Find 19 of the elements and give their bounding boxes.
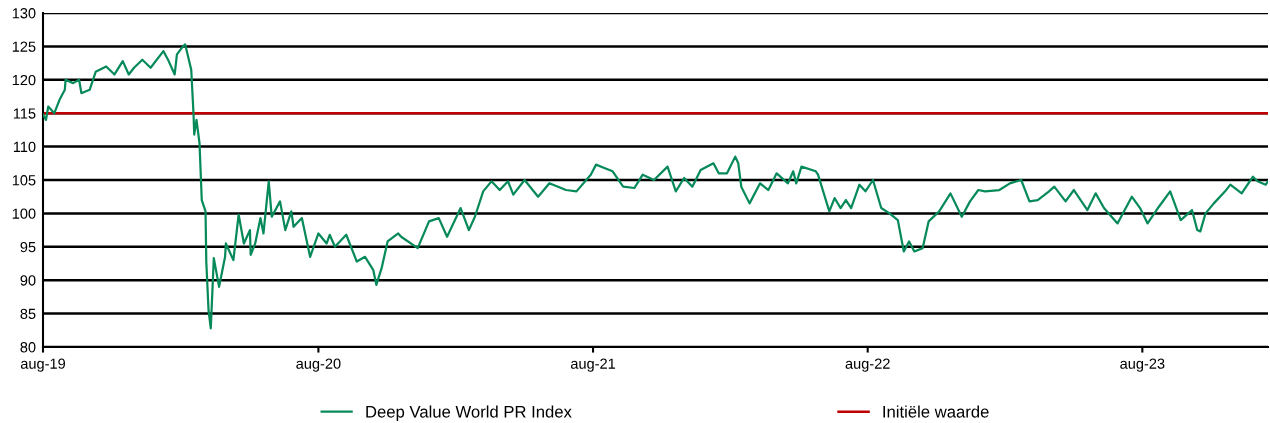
y-tick-label: 85 [20,308,36,320]
y-tick-label: 80 [20,342,36,353]
y-tick-label: 105 [12,175,36,186]
y-tick-label: 115 [13,108,36,119]
x-tick-label: aug-21 [570,358,616,372]
y-tick-label: 90 [20,275,36,286]
y-tick-label: 100 [12,208,36,219]
y-tick-label: 95 [20,241,36,253]
x-tick-label: aug-20 [296,358,341,372]
x-tick-label: aug-19 [20,358,66,372]
y-tick-label: 110 [13,141,36,153]
legend-label: Deep Value World PR Index [366,405,572,421]
x-tick-label: aug-22 [845,358,890,372]
y-tick-label: 120 [12,74,36,86]
y-tick-label: 125 [12,41,36,52]
legend-label: Initiële waarde [883,405,989,418]
y-tick-label: 130 [12,8,36,19]
line-series [43,43,1268,330]
x-tick-label: aug-23 [1120,358,1165,372]
